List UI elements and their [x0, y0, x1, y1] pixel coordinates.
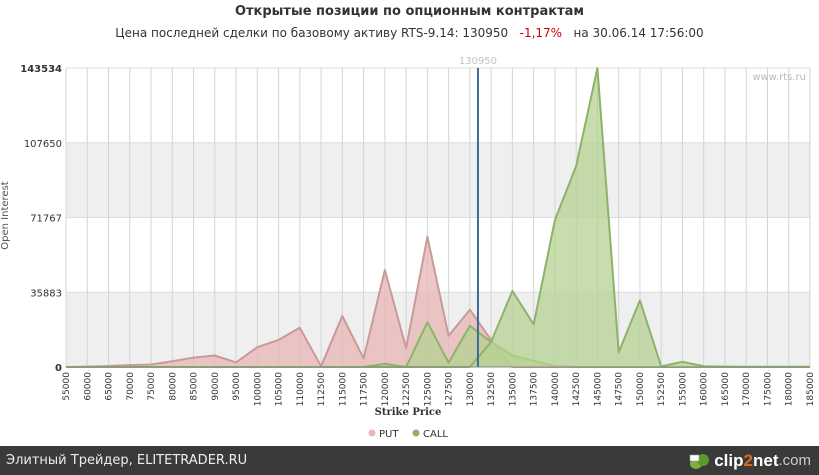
legend-label-put: PUT — [379, 429, 399, 440]
x-tick-label: 117500 — [360, 372, 370, 407]
x-tick-label: 112500 — [317, 372, 327, 407]
x-tick-label: 122500 — [402, 372, 412, 407]
x-tick-label: 120000 — [381, 372, 391, 407]
current-price-label: 130950 — [459, 56, 497, 67]
x-tick-label: 105000 — [275, 372, 285, 407]
y-tick-label: 35883 — [30, 288, 62, 299]
x-tick-label: 55000 — [62, 372, 72, 401]
x-tick-label: 110000 — [296, 372, 306, 407]
watermark-text: www.rts.ru — [752, 72, 806, 83]
logo-text-2: 2 — [743, 450, 753, 470]
x-tick-label: 170000 — [742, 372, 752, 407]
clip2net-logo[interactable]: clip 2 net .com — [688, 450, 811, 471]
open-interest-chart: 130950 www.rts.ru 0 35883 71767 107650 143534… — [0, 56, 816, 440]
x-tick-label: 152500 — [657, 372, 667, 407]
chart-title: Открытые позиции по опционным контрактам — [234, 4, 585, 19]
series-area-put — [66, 236, 810, 367]
legend-marker-call — [412, 429, 420, 437]
x-tick-label: 175000 — [763, 372, 773, 407]
current-price-marker: 130950 www.rts.ru — [459, 56, 806, 367]
footer-bar: Элитный Трейдер, ELITETRADER.RU clip 2 net… — [0, 446, 819, 475]
subtitle-suffix: на 30.06.14 17:56:00 — [573, 26, 704, 40]
x-tick-label: 145000 — [593, 372, 603, 407]
x-tick-label: 147500 — [615, 372, 625, 407]
x-tick-label: 125000 — [423, 372, 433, 407]
x-tick-label: 185000 — [806, 372, 816, 407]
x-tick-label: 75000 — [147, 372, 157, 401]
logo-text-net: net — [752, 450, 779, 470]
x-tick-label: 127500 — [445, 372, 455, 407]
subtitle-prefix: Цена последней сделки по базовому активу… — [115, 26, 509, 40]
logo-text-domain: .com — [778, 452, 811, 469]
x-tick-label: 140000 — [551, 372, 561, 407]
chart-legend: PUT CALL — [368, 429, 448, 440]
x-tick-label: 65000 — [105, 372, 115, 401]
y-axis-title: Open Interest — [0, 181, 11, 250]
x-tick-label: 135000 — [508, 372, 518, 407]
x-tick-label: 132500 — [487, 372, 497, 407]
chart-subtitle: Цена последней сделки по базовому активу… — [0, 26, 819, 40]
x-tick-label: 142500 — [572, 372, 582, 407]
y-tick-label: 107650 — [24, 139, 62, 150]
x-tick-label: 180000 — [785, 372, 795, 407]
x-tick-label: 70000 — [126, 372, 136, 401]
x-tick-label: 165000 — [721, 372, 731, 407]
x-tick-label: 130000 — [466, 372, 476, 407]
y-tick-label: 71767 — [30, 214, 62, 225]
clip2net-logo-icon — [689, 453, 710, 469]
x-tick-label: 90000 — [211, 372, 221, 401]
x-tick-label: 155000 — [678, 372, 688, 407]
x-tick-label: 150000 — [636, 372, 646, 407]
y-tick-label: 0 — [55, 363, 62, 374]
x-axis-title: Strike Price — [375, 407, 442, 418]
x-tick-label: 95000 — [232, 372, 242, 401]
legend-label-call: CALL — [423, 429, 448, 440]
y-tick-label: 143534 — [20, 64, 62, 75]
x-tick-label: 80000 — [168, 372, 178, 401]
footer-source-text: Элитный Трейдер, ELITETRADER.RU — [6, 453, 248, 468]
logo-text-clip: clip — [714, 450, 744, 470]
x-tick-label: 115000 — [338, 372, 348, 407]
plot-band — [66, 142, 810, 218]
plot-axes: 0 35883 71767 107650 143534 55000 60000 65000 70… — [0, 64, 816, 418]
x-tick-label: 60000 — [83, 372, 93, 401]
x-tick-label: 85000 — [190, 372, 200, 401]
legend-marker-put — [368, 429, 376, 437]
x-tick-label: 137500 — [530, 372, 540, 407]
x-tick-label: 160000 — [700, 372, 710, 407]
price-change: -1,17% — [519, 26, 563, 40]
x-tick-label: 100000 — [253, 372, 263, 407]
